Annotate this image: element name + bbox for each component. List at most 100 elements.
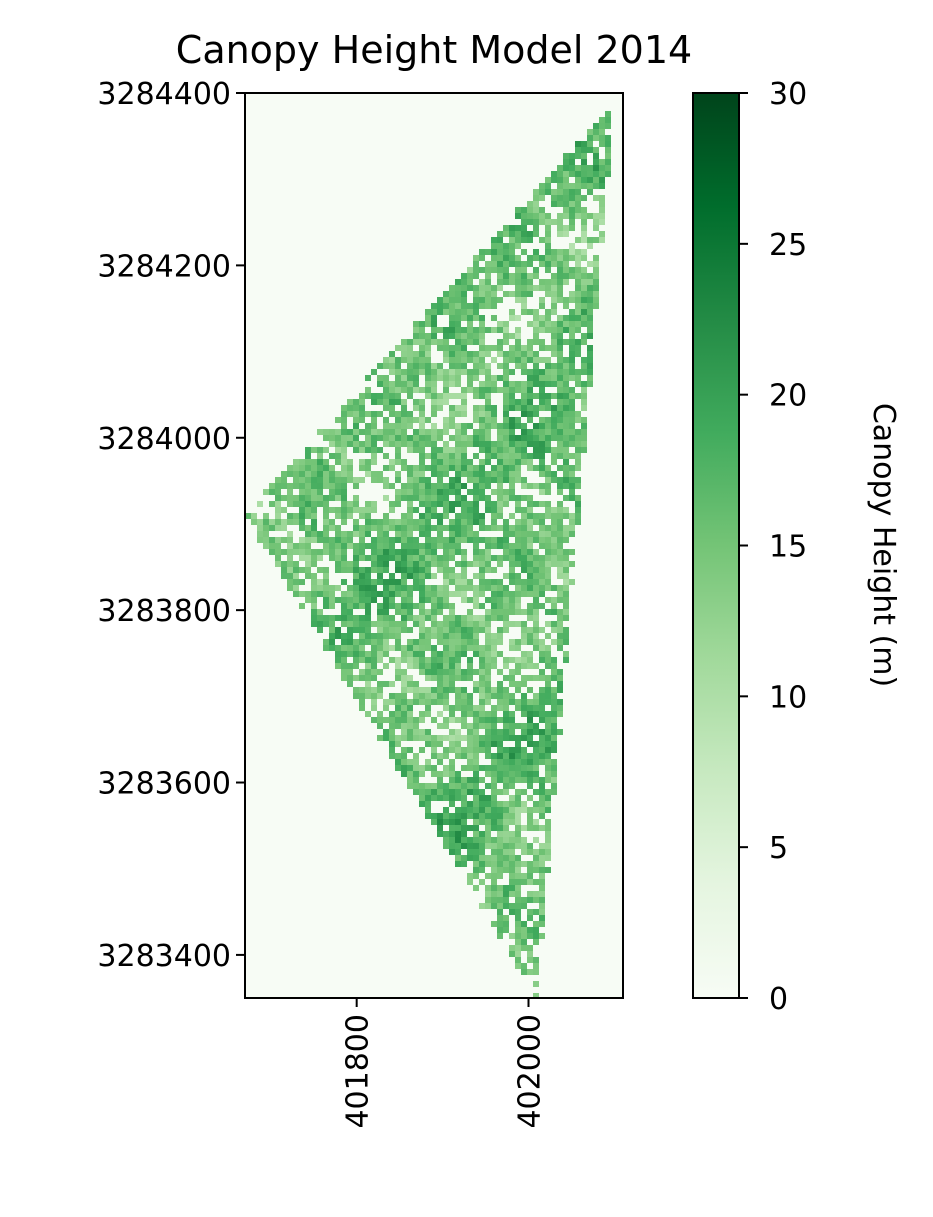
raster-cell bbox=[545, 231, 551, 237]
raster-cell bbox=[539, 297, 545, 303]
raster-cell bbox=[485, 387, 491, 393]
raster-cell bbox=[347, 597, 353, 603]
raster-cell bbox=[431, 621, 437, 627]
raster-cell bbox=[257, 537, 263, 543]
raster-cell bbox=[389, 549, 395, 555]
raster-cell bbox=[437, 633, 443, 639]
raster-cell bbox=[449, 825, 455, 831]
raster-cell bbox=[389, 519, 395, 525]
raster-cell bbox=[491, 663, 497, 669]
raster-cell bbox=[401, 441, 407, 447]
raster-cell bbox=[461, 627, 467, 633]
raster-cell bbox=[359, 543, 365, 549]
raster-cell bbox=[533, 747, 539, 753]
raster-cell bbox=[413, 471, 419, 477]
raster-cell bbox=[401, 735, 407, 741]
raster-cell bbox=[353, 531, 359, 537]
raster-cell bbox=[461, 675, 467, 681]
raster-cell bbox=[563, 417, 569, 423]
raster-cell bbox=[461, 369, 467, 375]
raster-cell bbox=[473, 735, 479, 741]
raster-cell bbox=[395, 669, 401, 675]
raster-cell bbox=[527, 381, 533, 387]
raster-cell bbox=[461, 621, 467, 627]
raster-cell bbox=[533, 753, 539, 759]
raster-cell bbox=[551, 459, 557, 465]
raster-cell bbox=[359, 459, 365, 465]
raster-cell bbox=[545, 285, 551, 291]
raster-cell bbox=[515, 501, 521, 507]
raster-cell bbox=[521, 369, 527, 375]
raster-cell bbox=[413, 777, 419, 783]
raster-cell bbox=[539, 843, 545, 849]
raster-cell bbox=[587, 333, 593, 339]
raster-cell bbox=[443, 549, 449, 555]
raster-cell bbox=[497, 843, 503, 849]
raster-cell bbox=[401, 423, 407, 429]
raster-cell bbox=[341, 519, 347, 525]
raster-cell bbox=[443, 615, 449, 621]
raster-cell bbox=[437, 399, 443, 405]
raster-cell bbox=[503, 723, 509, 729]
raster-cell bbox=[431, 783, 437, 789]
raster-cell bbox=[509, 771, 515, 777]
raster-cell bbox=[551, 411, 557, 417]
raster-cell bbox=[419, 477, 425, 483]
raster-cell bbox=[353, 435, 359, 441]
raster-cell bbox=[389, 741, 395, 747]
raster-cell bbox=[359, 399, 365, 405]
raster-cell bbox=[581, 309, 587, 315]
raster-cell bbox=[407, 573, 413, 579]
raster-cell bbox=[401, 369, 407, 375]
raster-cell bbox=[527, 549, 533, 555]
raster-cell bbox=[605, 171, 611, 177]
raster-cell bbox=[425, 537, 431, 543]
raster-cell bbox=[467, 435, 473, 441]
raster-cell bbox=[521, 639, 527, 645]
raster-cell bbox=[269, 537, 275, 543]
raster-cell bbox=[491, 825, 497, 831]
raster-cell bbox=[395, 423, 401, 429]
raster-cell bbox=[485, 453, 491, 459]
raster-cell bbox=[335, 561, 341, 567]
raster-cell bbox=[521, 873, 527, 879]
raster-cell bbox=[479, 447, 485, 453]
raster-cell bbox=[317, 447, 323, 453]
raster-cell bbox=[557, 171, 563, 177]
raster-cell bbox=[425, 543, 431, 549]
raster-cell bbox=[299, 579, 305, 585]
raster-cell bbox=[461, 585, 467, 591]
raster-cell bbox=[485, 549, 491, 555]
raster-cell bbox=[533, 615, 539, 621]
raster-cell bbox=[437, 393, 443, 399]
raster-cell bbox=[569, 525, 575, 531]
raster-cell bbox=[551, 279, 557, 285]
raster-cell bbox=[335, 585, 341, 591]
raster-cell bbox=[551, 393, 557, 399]
raster-cell bbox=[299, 465, 305, 471]
raster-cell bbox=[509, 669, 515, 675]
raster-cell bbox=[587, 135, 593, 141]
raster-cell bbox=[377, 567, 383, 573]
raster-cell bbox=[581, 357, 587, 363]
raster-cell bbox=[293, 579, 299, 585]
raster-cell bbox=[521, 657, 527, 663]
raster-cell bbox=[455, 351, 461, 357]
raster-cell bbox=[455, 369, 461, 375]
raster-cell bbox=[401, 531, 407, 537]
raster-cell bbox=[557, 513, 563, 519]
raster-cell bbox=[443, 633, 449, 639]
raster-cell bbox=[401, 405, 407, 411]
raster-cell bbox=[335, 447, 341, 453]
raster-cell bbox=[347, 627, 353, 633]
raster-cell bbox=[353, 651, 359, 657]
raster-cell bbox=[449, 783, 455, 789]
raster-cell bbox=[515, 531, 521, 537]
raster-cell bbox=[473, 615, 479, 621]
raster-cell bbox=[323, 645, 329, 651]
raster-cell bbox=[485, 627, 491, 633]
raster-cell bbox=[365, 429, 371, 435]
raster-cell bbox=[539, 873, 545, 879]
raster-cell bbox=[401, 399, 407, 405]
raster-cell bbox=[449, 423, 455, 429]
